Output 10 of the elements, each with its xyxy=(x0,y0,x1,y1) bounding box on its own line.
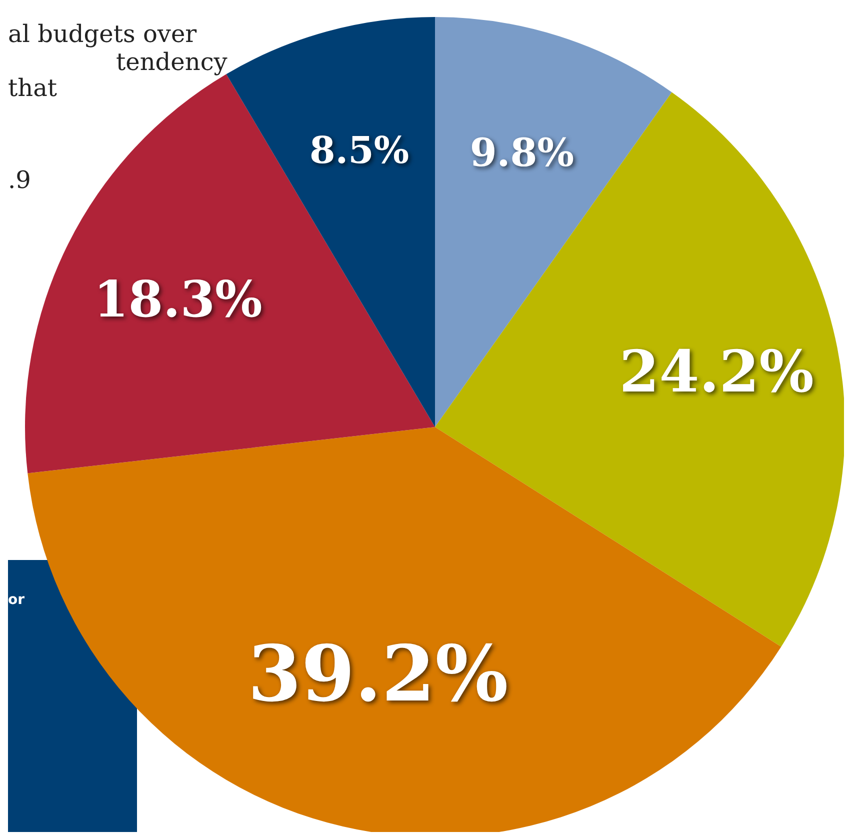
text: .9 xyxy=(8,166,31,194)
text: al budgets over xyxy=(8,20,197,48)
text: that xyxy=(8,74,58,102)
data-label: 39.2% xyxy=(248,630,508,720)
data-label: 9.8% xyxy=(470,130,574,176)
text: or xyxy=(8,592,25,608)
data-label: 24.2% xyxy=(619,337,814,406)
data-label: 18.3% xyxy=(94,270,262,329)
data-label: 8.5% xyxy=(309,128,410,172)
text: tendency xyxy=(116,48,228,76)
